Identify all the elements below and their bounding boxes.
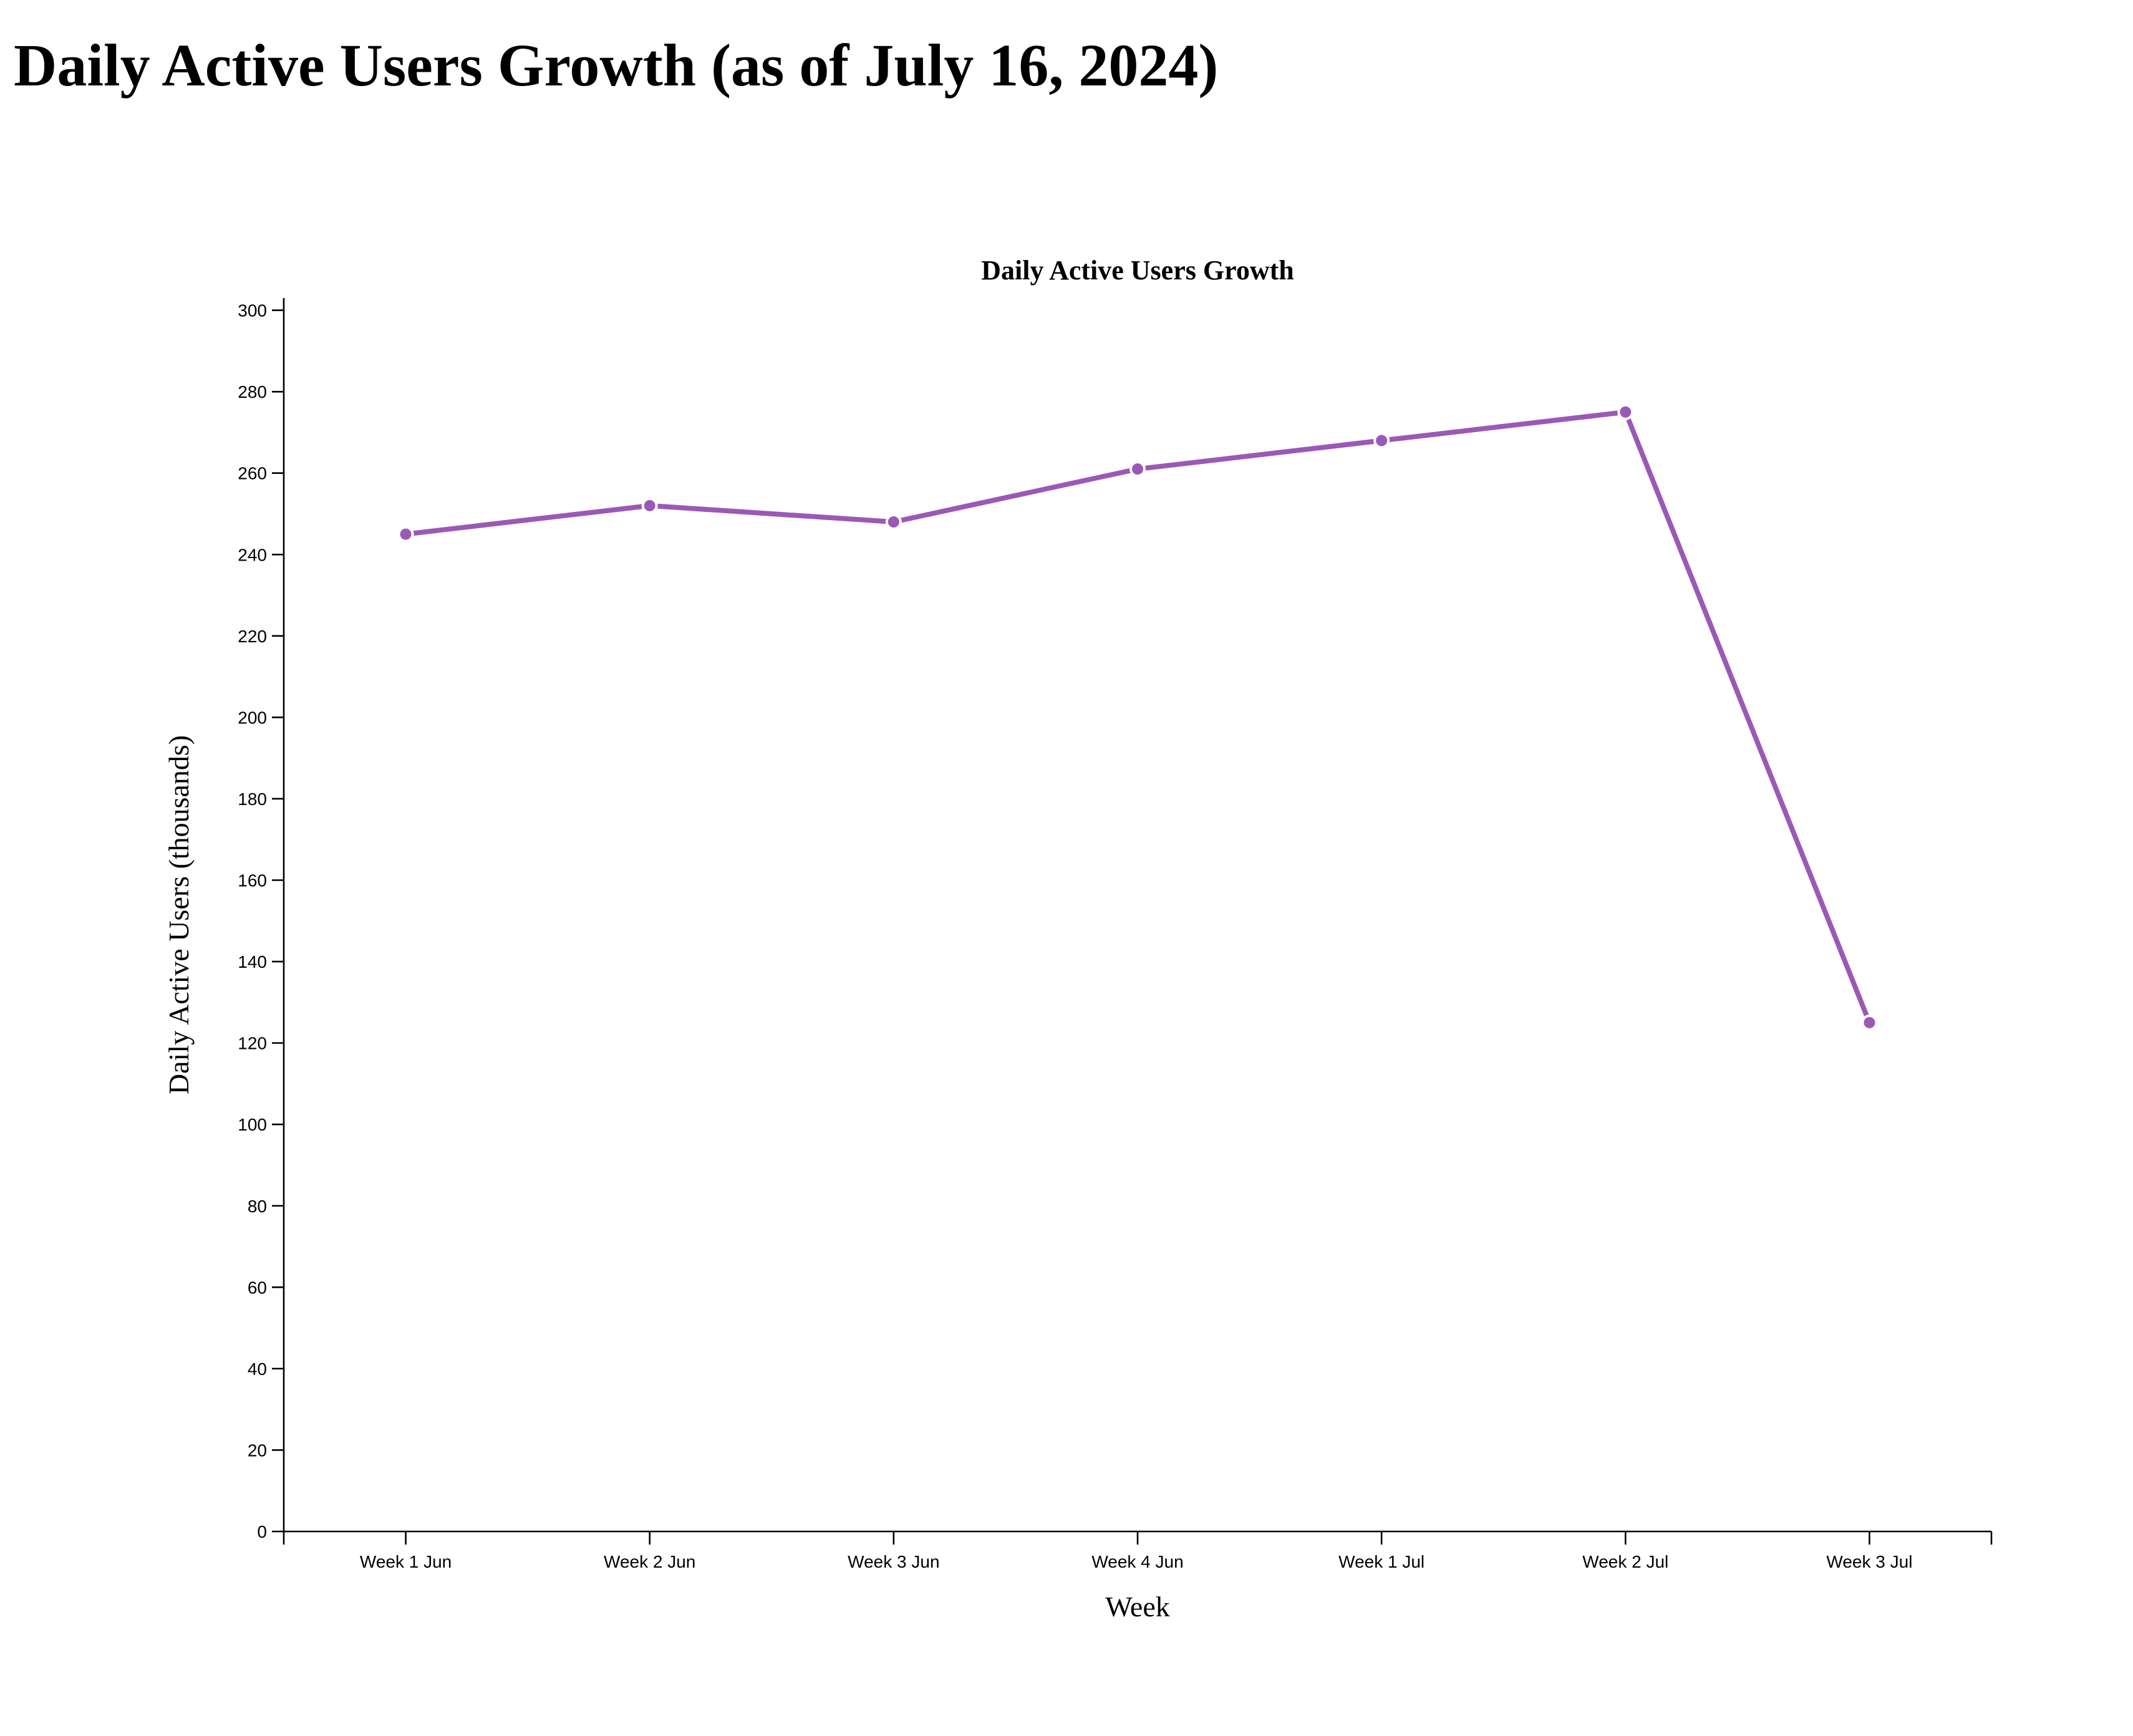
y-tick-label: 120 [238, 1034, 267, 1053]
x-tick-label: Week 4 Jun [1091, 1552, 1183, 1571]
y-tick-label: 60 [248, 1278, 267, 1297]
page-title: Daily Active Users Growth (as of July 16… [14, 32, 1219, 99]
data-point [1861, 1014, 1878, 1031]
y-tick-label: 280 [238, 382, 267, 402]
y-tick-label: 260 [238, 464, 267, 483]
y-tick-label: 200 [238, 708, 267, 727]
y-tick-label: 100 [238, 1115, 267, 1134]
y-tick-label: 220 [238, 627, 267, 646]
x-tick-label: Week 1 Jul [1338, 1552, 1424, 1571]
x-tick-label: Week 2 Jul [1582, 1552, 1668, 1571]
x-tick-label: Week 3 Jun [848, 1552, 939, 1571]
data-point [397, 526, 414, 542]
data-point [1617, 403, 1634, 420]
x-tick-label: Week 1 Jun [360, 1552, 452, 1571]
y-tick-label: 240 [238, 545, 267, 564]
y-tick-label: 160 [238, 871, 267, 890]
y-tick-label: 80 [248, 1197, 267, 1216]
y-tick-label: 140 [238, 952, 267, 972]
y-tick-label: 20 [248, 1440, 267, 1460]
y-tick-label: 180 [238, 789, 267, 809]
series-group [397, 403, 1878, 1031]
data-point [1373, 432, 1390, 449]
data-point [885, 514, 902, 531]
y-tick-label: 300 [238, 301, 267, 321]
y-tick-label: 40 [248, 1359, 267, 1379]
chart-title: Daily Active Users Growth [981, 255, 1294, 286]
x-axis: Week 1 Jun Week 2 Jun Week 3 Jun Week 4 Jun… [283, 1530, 1993, 1571]
data-point [641, 497, 658, 514]
x-axis-label: Week [1105, 1591, 1170, 1623]
y-tick-label: 0 [257, 1522, 267, 1541]
x-tick-label: Week 3 Jul [1826, 1552, 1912, 1571]
data-point [1129, 461, 1146, 478]
y-axis-label: Daily Active Users (thousands) [163, 735, 195, 1094]
x-tick-label: Week 2 Jun [604, 1552, 695, 1571]
y-axis: 0 20 40 60 80 100 120 140 160 180 200 220 240 260 280 3… [238, 298, 285, 1541]
series-line [403, 409, 1872, 1025]
